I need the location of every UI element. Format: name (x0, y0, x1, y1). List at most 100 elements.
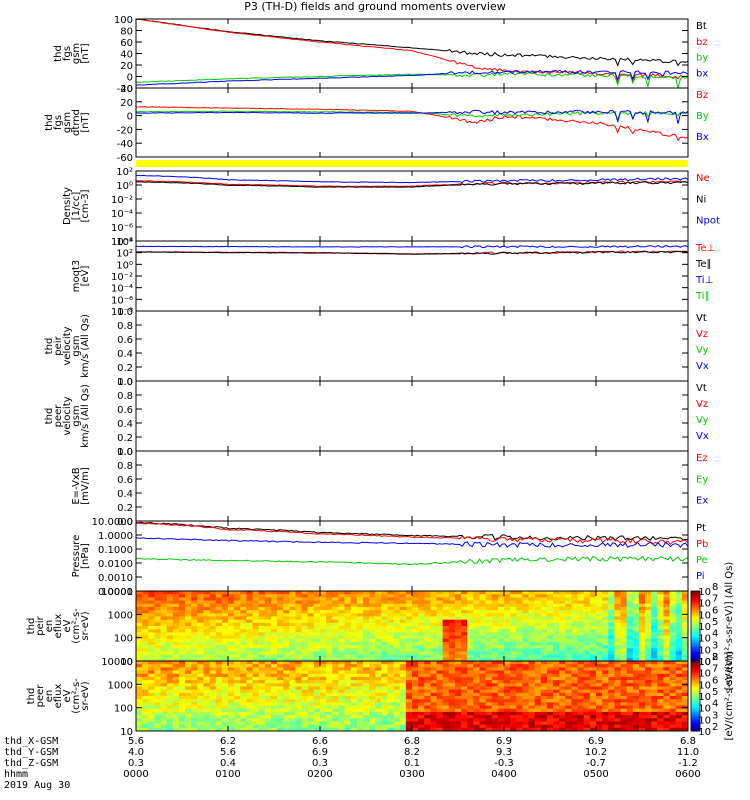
colorbar-tick-exp: 5 (712, 687, 718, 698)
y-tick-label: -40 (117, 139, 133, 150)
colorbar-tick-exp: 4 (712, 699, 718, 710)
legend-entry: Vt (696, 313, 707, 324)
y-axis-label: en (44, 620, 55, 633)
series-pressure-Pt (135, 521, 689, 542)
y-axis-label: eflux (53, 684, 64, 709)
colorbar-tick-label: 10 (698, 657, 711, 668)
y-axis-label: gsm (62, 112, 73, 133)
date-label: 2019 Aug 30 (4, 780, 71, 791)
y-tick-label: 80 (120, 27, 133, 38)
y-tick-label: -20 (117, 84, 133, 95)
panel-frame (135, 87, 689, 158)
legend-entry: Vz (696, 399, 708, 410)
y-axis-label: Density (62, 187, 73, 225)
legend-entry: Bx (696, 132, 709, 143)
y-tick-label: 0.0 (117, 447, 133, 458)
panel-density: 10² 10⁰ 10⁻² 10⁻⁴ 10⁻⁶ 10⁻⁸ Density[1/cc][cm-3… (62, 167, 720, 248)
y-tick-label: 10 (120, 727, 133, 738)
legend-entry: Vy (696, 345, 709, 356)
colorbar-tick-exp: 6 (712, 675, 718, 686)
colorbar-tick-exp: 4 (712, 629, 718, 640)
y-axis-label: [eV] (80, 266, 91, 287)
y-axis-label: [nT] (80, 112, 91, 132)
legend-entry: By (696, 111, 709, 122)
y-axis-label: (cm²-s- (71, 608, 82, 644)
y-axis-label: Pressure (71, 535, 82, 578)
ephemeris-value: 11.0 (676, 747, 700, 758)
ephemeris-value: 8.2 (404, 747, 420, 758)
colorbar-tick-label: 10 (698, 669, 711, 680)
y-tick-label: 20 (120, 61, 133, 72)
legend-entry: Vt (696, 383, 707, 394)
ephemeris-value: 6.9 (312, 747, 328, 758)
y-tick-label: 20 (120, 98, 133, 109)
y-tick-label: 40 (120, 50, 133, 61)
legend-entry: by (696, 53, 708, 64)
series-density-Npot (135, 174, 689, 184)
colorbar-tick-label: 10 (698, 610, 711, 621)
series-fgs-gsm-Bt (135, 18, 689, 67)
ephemeris-value: 0600 (675, 769, 701, 780)
y-axis-label: [1/cc] (71, 192, 82, 221)
y-tick-label: 10⁴ (116, 237, 133, 248)
y-axis-label: [nPa] (80, 543, 91, 569)
y-tick-label: 100 (114, 15, 133, 26)
y-axis-label: km/s (All Qs) (80, 384, 91, 448)
panel-frame (135, 310, 689, 382)
colorbar-tick-label: 10 (698, 715, 711, 726)
y-tick-label: 0.4 (117, 489, 133, 500)
y-tick-label: 0.6 (117, 475, 133, 486)
ephemeris-value: 0200 (307, 769, 333, 780)
ephemeris-value: 0.3 (128, 758, 144, 769)
y-tick-label: 1.0 (117, 447, 133, 458)
colorbar-tick-exp: 8 (712, 652, 718, 663)
y-axis-label: thd (26, 618, 37, 635)
panel-moqt3: 10⁴10²10⁰10⁻²10⁻⁴10⁻⁶10⁻⁸moqt3[eV]Te⊥Te∥… (71, 237, 715, 318)
series-pressure-Pi (135, 537, 689, 548)
legend-entry: Ez (696, 453, 708, 464)
y-axis-label: gsm (71, 405, 82, 426)
series-moqt3-Ti (135, 244, 689, 249)
legend-entry: Pt (696, 523, 706, 534)
y-tick-label: 0.8 (117, 461, 133, 472)
legend-entry: Te⊥ (695, 243, 715, 254)
ephemeris-value: 0300 (399, 769, 425, 780)
panel-frame (135, 450, 689, 522)
y-tick-label: 10⁻² (111, 272, 133, 283)
ephemeris-value: -1.2 (678, 758, 698, 769)
ephemeris-label: hhmm (4, 769, 29, 780)
series-pressure-Pb (135, 522, 689, 545)
y-tick-label: 0.0 (117, 517, 133, 528)
ephemeris-value: -0.7 (586, 758, 606, 769)
y-axis-label: sr-eV) (80, 681, 91, 710)
legend-entry: Ne (696, 173, 710, 184)
y-axis-label: velocity (62, 396, 73, 435)
series-pressure-Pe (135, 555, 689, 566)
panel-frame (135, 18, 689, 89)
heatmap-cells (136, 591, 688, 661)
colorbar-label: [eV/(cm²-s-sr-eV)] (724, 651, 735, 740)
ephemeris-value: 6.8 (404, 736, 420, 747)
y-axis-label: gsm (71, 43, 82, 64)
heatmap-cells (136, 661, 688, 731)
y-tick-label: 10000 (101, 587, 133, 598)
ephemeris-value: 0500 (583, 769, 609, 780)
y-axis-label: moqt3 (71, 260, 82, 293)
panel-frame (135, 520, 689, 592)
y-tick-label: 0.1000 (98, 545, 133, 556)
y-axis-label: eflux (53, 614, 64, 639)
panel-frame (135, 380, 689, 452)
y-tick-label: 0.6 (117, 335, 133, 346)
colorbar-tick-exp: 3 (712, 710, 718, 721)
y-tick-label: 10⁻² (111, 195, 133, 206)
legend-entry: Pi (696, 571, 705, 582)
series-density-Ne (135, 180, 689, 188)
colorbar-tick-label: 10 (698, 587, 711, 598)
ephemeris-value: 6.2 (220, 736, 236, 747)
colorbar-tick-label: 10 (698, 680, 711, 691)
y-tick-label: 0.0 (117, 377, 133, 388)
ephemeris-value: 6.9 (588, 736, 604, 747)
colorbar (690, 660, 701, 732)
quality-flag-bar (136, 160, 688, 167)
